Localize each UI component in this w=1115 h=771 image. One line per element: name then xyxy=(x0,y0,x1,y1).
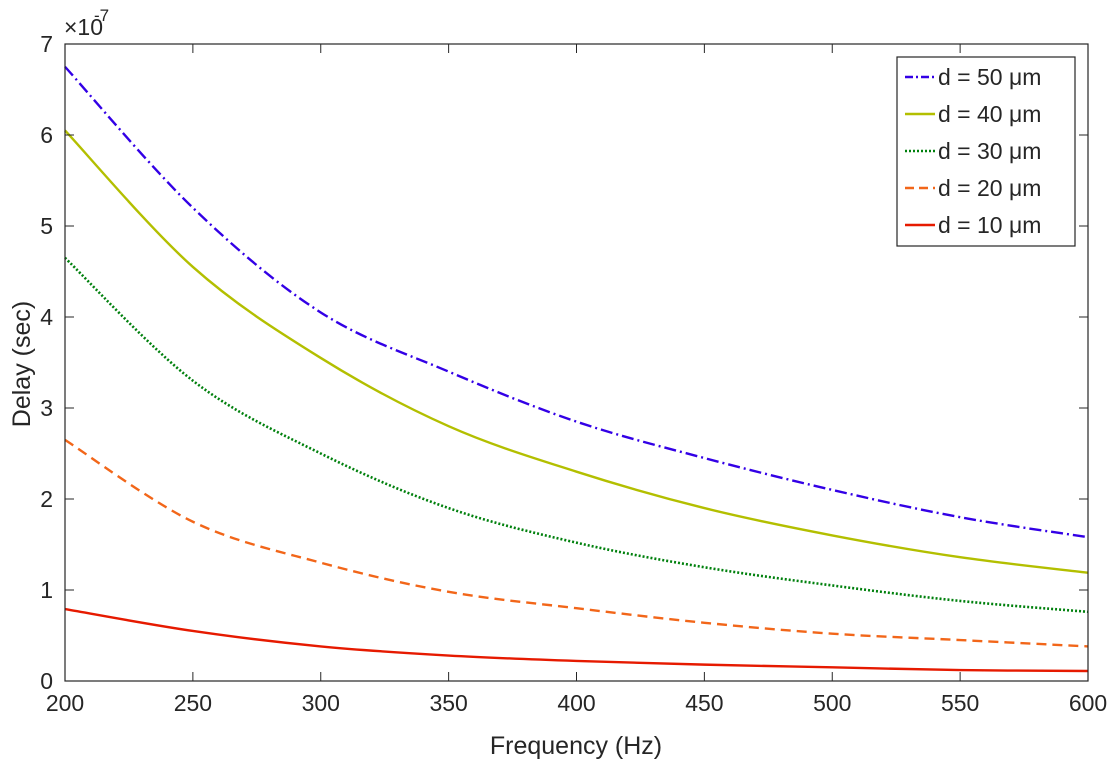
y-tick-label: 5 xyxy=(40,213,53,239)
legend: d = 50 μm d = 40 μm d = 30 μm d = 20 μm d = … xyxy=(896,56,1076,247)
y-tick-label: 7 xyxy=(40,31,53,57)
x-tick-label: 550 xyxy=(941,690,979,716)
legend-label: d = 40 μm xyxy=(938,101,1041,127)
x-tick-label: 200 xyxy=(46,690,84,716)
legend-label: d = 50 μm xyxy=(938,64,1041,90)
series-layer xyxy=(64,65,1089,673)
series-line-2 xyxy=(64,129,1089,574)
x-tick-label: 500 xyxy=(813,690,851,716)
y-exponent-base: ×10 xyxy=(64,14,103,40)
legend-label: d = 20 μm xyxy=(938,175,1041,201)
y-tick-label: 6 xyxy=(40,122,53,148)
y-axis-label: Delay (sec) xyxy=(8,301,36,427)
x-tick-label: 250 xyxy=(174,690,212,716)
x-tick-label: 400 xyxy=(557,690,595,716)
x-tick-label: 450 xyxy=(685,690,723,716)
x-tick-label: 300 xyxy=(302,690,340,716)
series-line-4 xyxy=(64,438,1089,648)
legend-label: d = 10 μm xyxy=(938,212,1041,238)
x-axis-label: Frequency (Hz) xyxy=(490,732,662,760)
legend-label: d = 30 μm xyxy=(938,138,1041,164)
series-line-1 xyxy=(64,65,1089,539)
y-tick-label: 1 xyxy=(40,577,53,603)
y-exponent-label: ×10 -7 xyxy=(64,6,109,40)
x-tick-label: 600 xyxy=(1069,690,1107,716)
series-line-3 xyxy=(64,256,1089,614)
x-tick-label: 350 xyxy=(429,690,467,716)
axes-layer: 200 250 300 350 400 450 500 550 600 0 1 2 3 4 5 6 7 xyxy=(40,31,1107,716)
y-tick-label: 2 xyxy=(40,486,53,512)
y-tick-label: 3 xyxy=(40,395,53,421)
y-tick-label: 0 xyxy=(40,668,53,694)
series-line-5 xyxy=(64,607,1089,673)
y-exponent-power: -7 xyxy=(94,6,109,25)
y-tick-label: 4 xyxy=(40,304,53,330)
